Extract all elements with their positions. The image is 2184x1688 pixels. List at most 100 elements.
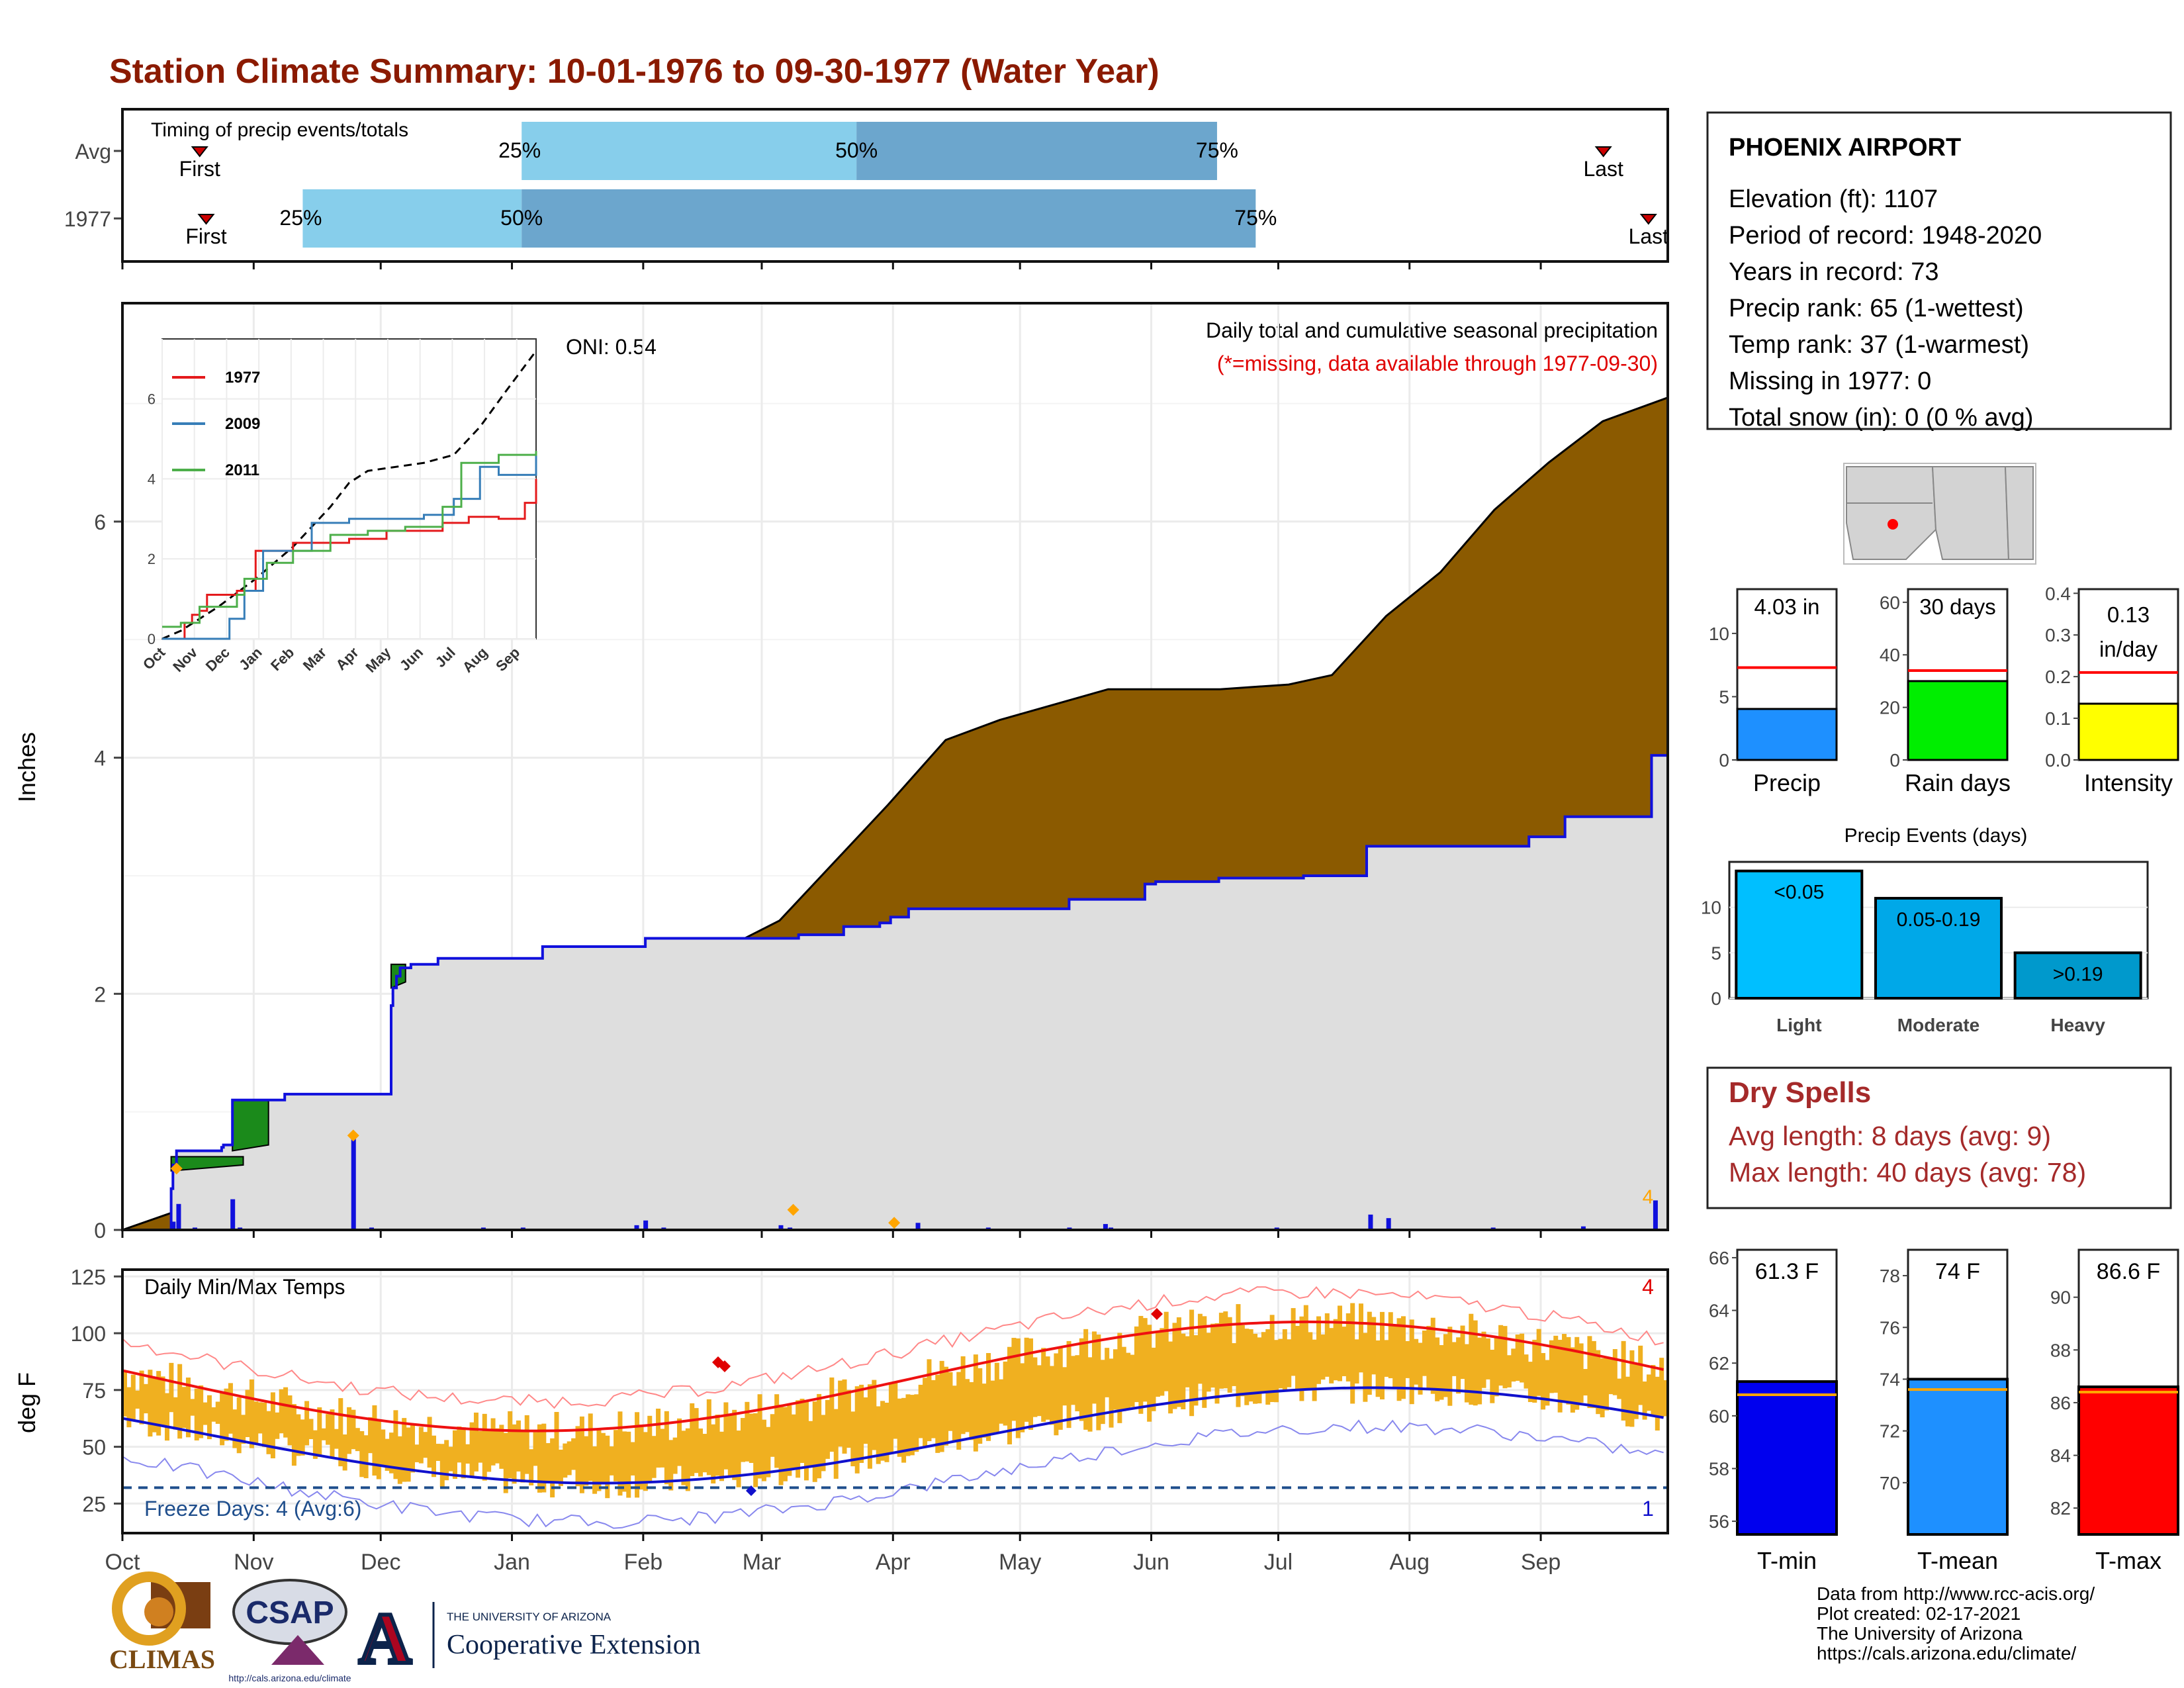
daily-temp-bar (126, 1387, 132, 1428)
small-bar-ytick-label: 0.0 (2045, 750, 2071, 771)
daily-temp-bar (206, 1395, 212, 1440)
small-bar-Rain days (1907, 680, 2009, 761)
record-high-count: 4 (1642, 1275, 1654, 1299)
daily-temp-bar (1608, 1358, 1614, 1395)
temp-bar-ytick-label: 56 (1709, 1511, 1729, 1532)
daily-temp-bar (312, 1430, 318, 1459)
temp-bar-ytick-label: 86 (2050, 1393, 2071, 1413)
month-label-Nov: Nov (234, 1550, 273, 1575)
daily-temp-bar (190, 1399, 195, 1416)
freeze-days-label: Freeze Days: 4 (Avg:6) (144, 1497, 361, 1521)
daily-temp-bar (1604, 1357, 1610, 1411)
daily-temp-bar (1400, 1316, 1406, 1399)
daily-temp-bar (135, 1390, 140, 1409)
daily-temp-bar (164, 1393, 169, 1441)
station-location-dot (1888, 519, 1898, 530)
daily-temp-bar (1422, 1330, 1427, 1376)
inset-ytick-label: 6 (148, 391, 156, 408)
daily-temp-bar (1058, 1346, 1063, 1430)
daily-temp-bar (592, 1446, 598, 1494)
daily-temp-bar (1274, 1340, 1279, 1403)
daily-temp-bar (304, 1401, 310, 1446)
daily-temp-bar (791, 1414, 796, 1469)
small-bar-ytick-label: 0 (1719, 750, 1729, 771)
daily-temp-bar (1409, 1319, 1414, 1405)
station-info-line-5: Missing in 1977: 0 (1729, 367, 1931, 395)
daily-temp-bar (1545, 1360, 1550, 1406)
timing-bar-q50-q75 (522, 189, 1256, 248)
month-label-Feb: Feb (624, 1550, 663, 1575)
daily-precip-bar-9 (634, 1225, 639, 1230)
daily-temp-bar (1126, 1352, 1131, 1410)
daily-temp-bar (833, 1409, 839, 1479)
daily-temp-bar (1036, 1365, 1042, 1417)
timing-row-label: Avg (75, 140, 111, 164)
daily-temp-bar (1447, 1327, 1453, 1406)
daily-temp-bar (986, 1353, 991, 1441)
station-info-box: PHOENIX AIRPORT Elevation (ft): 1107 Peri… (1706, 111, 2172, 432)
daily-temp-bar (177, 1364, 183, 1439)
temp-ytick-label: 25 (82, 1492, 106, 1516)
daily-temp-bar (711, 1424, 716, 1484)
temp-bar-T-min (1736, 1380, 1838, 1536)
csap-cloud (232, 1579, 347, 1645)
daily-precip-bar-5 (351, 1137, 356, 1230)
daily-temp-bar (935, 1374, 940, 1453)
small-bar-ytick-label: 0.3 (2045, 625, 2071, 645)
daily-temp-bar (978, 1368, 983, 1444)
month-label-May: May (999, 1550, 1041, 1575)
daily-temp-bar (884, 1402, 889, 1462)
region-map (1843, 463, 2036, 565)
events-bar-Heavy (2013, 951, 2142, 1000)
daily-temp-bar (1502, 1326, 1508, 1389)
daily-temp-bar (656, 1408, 661, 1468)
daily-temp-bar (639, 1425, 644, 1490)
daily-temp-bar (402, 1418, 407, 1482)
daily-temp-bar (677, 1418, 682, 1466)
csap-url: http://cals.arizona.edu/climate (228, 1673, 351, 1683)
daily-temp-bar (330, 1409, 335, 1459)
timing-label-50: 50% (500, 206, 543, 230)
record-high-diamond-2 (1151, 1308, 1163, 1320)
temp-bar-label-T-mean: T-mean (1917, 1547, 1998, 1574)
daily-temp-bar (854, 1386, 860, 1474)
daily-temp-bar (918, 1384, 923, 1438)
events-bar-Light (1735, 869, 1864, 1000)
daily-temp-bar (1168, 1341, 1173, 1414)
daily-temp-bar (1379, 1311, 1385, 1400)
month-label-Jun: Jun (1133, 1550, 1169, 1575)
daily-temp-bar (1570, 1347, 1575, 1413)
daily-temp-bar (1244, 1329, 1250, 1405)
daily-temp-bar (897, 1398, 902, 1457)
temp-bar-ytick-label: 76 (1880, 1317, 1900, 1338)
daily-temp-bar (494, 1428, 500, 1464)
daily-temp-bar (736, 1430, 741, 1487)
events-bar-label-Light: <0.05 (1774, 882, 1824, 904)
daily-temp-bar (1430, 1317, 1435, 1394)
daily-temp-bar (609, 1446, 614, 1476)
precip-frame-top (121, 302, 1669, 1231)
daily-temp-bar (1621, 1340, 1626, 1421)
timing-bar-q25-q50 (522, 122, 857, 180)
daily-temp-bar (270, 1392, 275, 1459)
timing-last-marker (1639, 214, 1657, 225)
inset-series-1977 (181, 479, 537, 640)
daily-precip-bar-23 (1580, 1226, 1586, 1230)
temp-ylabel: deg F (13, 1372, 40, 1433)
daily-temp-bar (596, 1429, 602, 1491)
daily-temp-bar (990, 1380, 995, 1435)
daily-temp-bar (698, 1428, 704, 1477)
daily-temp-bar (1596, 1350, 1601, 1415)
timing-label-25: 25% (279, 206, 322, 230)
record-high-diamond-1 (719, 1360, 731, 1372)
daily-temp-bar (803, 1401, 809, 1481)
station-name: PHOENIX AIRPORT (1729, 134, 1961, 162)
precip-ytick-label: 0 (94, 1219, 106, 1243)
daily-temp-bar (952, 1385, 957, 1442)
daily-temp-bar (406, 1427, 411, 1482)
daily-temp-bar (770, 1414, 775, 1457)
daily-temp-bar (1359, 1303, 1363, 1373)
timing-last-label: Last (1629, 224, 1669, 248)
temp-bar-value-T-max: 86.6 F (2097, 1259, 2160, 1284)
